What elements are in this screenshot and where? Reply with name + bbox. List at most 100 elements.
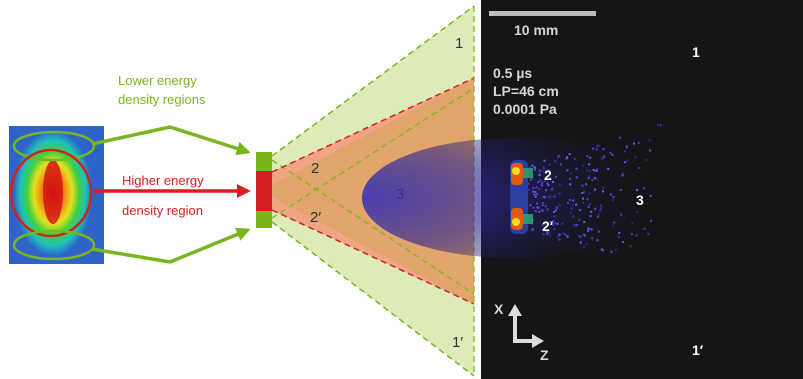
plume-particle [541, 209, 544, 212]
plume-particle [629, 245, 632, 248]
plume-particle [559, 183, 562, 186]
plume-particle [588, 175, 591, 178]
plume-particle [557, 237, 560, 240]
plume-particle [558, 233, 561, 236]
plume-particle [607, 167, 610, 170]
plume-particle [610, 250, 613, 253]
plume-particle [636, 210, 639, 213]
plume-particle [586, 169, 589, 172]
plume-particle [592, 147, 594, 150]
plume-particle [552, 220, 555, 223]
axis-z-arrowhead [532, 334, 544, 348]
plume-particle [620, 214, 623, 217]
plume-particle [566, 169, 569, 172]
outer-dash-top [271, 5, 475, 157]
plume-particle [532, 177, 535, 180]
plume-particle [618, 231, 621, 234]
plume-particle [622, 241, 624, 244]
plume-particle [592, 169, 595, 172]
annotation-arrows [91, 125, 251, 264]
plume-particle [595, 169, 598, 172]
plume-particle [600, 248, 603, 251]
plume-particle [544, 196, 547, 199]
plume-particle [541, 224, 544, 226]
axis-indicator: X Z [494, 301, 549, 363]
plume-particle [545, 223, 548, 225]
plume-particle [591, 179, 594, 182]
pressure-label: 0.0001 Pa [493, 101, 557, 117]
plume-particle [527, 182, 530, 185]
plume-particle [619, 136, 621, 139]
plume-particle [583, 221, 586, 223]
plume-particle [544, 205, 547, 208]
lower-energy-ring-top [12, 130, 96, 162]
plume-particle [541, 202, 544, 205]
plume-particle [583, 246, 585, 249]
plume-particle [575, 203, 578, 206]
plume-particle [553, 195, 556, 198]
plume-particle [532, 190, 535, 193]
plume-particle [554, 222, 557, 224]
plume-particle [528, 188, 531, 191]
plume-particle [611, 199, 614, 202]
plume-particle [593, 188, 596, 191]
plume-particle [648, 149, 651, 152]
plume-particle [557, 155, 560, 157]
plume-particle [553, 228, 556, 231]
plume-particle [537, 181, 540, 184]
plume-particle [541, 204, 544, 207]
plume-particle [532, 187, 535, 189]
photo-region-3: 3 [636, 192, 644, 208]
plume-particle [571, 204, 574, 207]
plume-particle [579, 209, 582, 211]
plume-particle [602, 190, 604, 193]
plume-particle [575, 167, 578, 170]
plume-particle [582, 201, 584, 204]
plume-particle [594, 169, 597, 172]
plume-particle [589, 169, 591, 172]
plume-particle [659, 124, 662, 127]
lp-label: LP=46 cm [493, 83, 559, 99]
plume-particle [596, 168, 599, 171]
plume-particle [546, 232, 549, 235]
inner-green-dash-top [271, 159, 475, 295]
scale-bar-label: 10 mm [514, 22, 558, 38]
plume-particle [546, 182, 549, 185]
plume-particle [590, 210, 593, 213]
plume-particle [533, 168, 536, 171]
photo-region-1p: 1′ [692, 342, 704, 358]
plume-particle [528, 166, 531, 169]
plume-particle [585, 183, 588, 186]
plume-particle [596, 145, 598, 148]
plume-particle [549, 196, 552, 199]
plume-particle [548, 195, 551, 198]
plume-particle [597, 215, 599, 218]
plume-particle [610, 193, 612, 196]
plume-particle [594, 207, 597, 210]
plume-particle [564, 233, 567, 236]
plume-particle [572, 199, 575, 202]
plume-particle [588, 192, 591, 195]
plume-particle [583, 190, 586, 193]
plume-particle [558, 204, 561, 207]
plume-particle [542, 166, 545, 169]
plume-particle [589, 156, 592, 159]
beam-profile [9, 126, 104, 264]
axis-x-arrowhead [508, 304, 522, 316]
plume-particle [541, 182, 544, 184]
plume-particle [648, 139, 651, 142]
plume-particle [539, 179, 542, 182]
plume-hot-bottom-spot [512, 218, 520, 226]
plume-particle [643, 187, 645, 190]
plume-particle [535, 186, 538, 189]
plume-particle [546, 230, 549, 233]
plume-particle [557, 235, 560, 238]
plume-particle [634, 156, 637, 159]
plume-particle [542, 233, 545, 236]
plume-particle [622, 172, 625, 175]
plume-particle [632, 142, 635, 145]
plume-particle [530, 178, 532, 181]
plume-particle [534, 195, 537, 198]
plume-particle [569, 199, 571, 201]
lower-energy-ring-bottom [12, 229, 96, 261]
